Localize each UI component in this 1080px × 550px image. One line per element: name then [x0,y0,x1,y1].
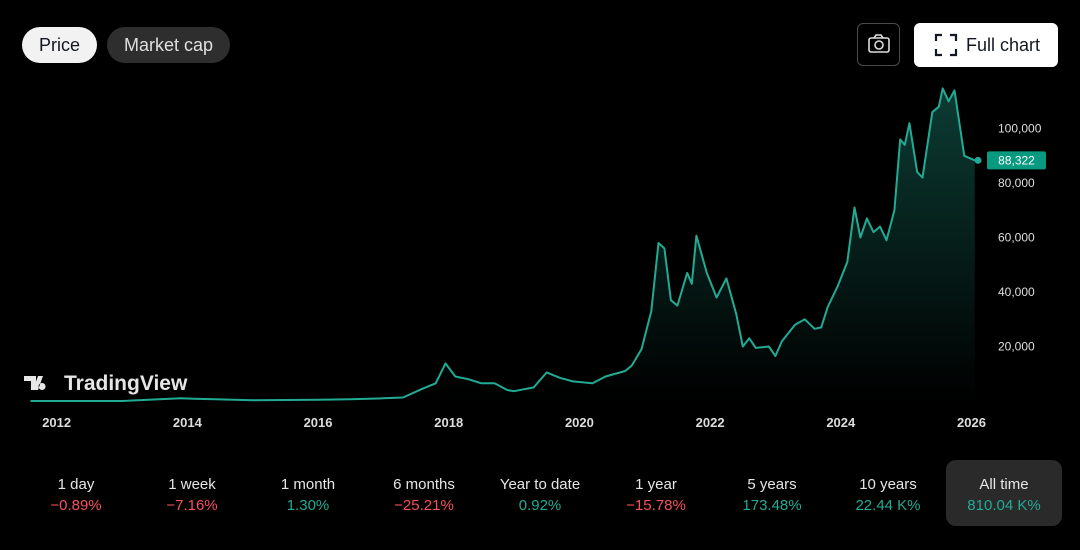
period[interactable]: All time 810.04 K% [946,460,1062,526]
period-change: 1.30% [286,497,330,514]
period[interactable]: 10 years 22.44 K% [830,460,946,526]
y-tick-label: 80,000 [998,176,1035,190]
x-tick-label: 2014 [173,415,203,430]
x-tick-label: 2024 [826,415,856,430]
period-change: 22.44 K% [855,497,921,514]
price-line [30,87,976,402]
x-tick-label: 2018 [434,415,463,430]
x-tick-label: 2012 [42,415,71,430]
period[interactable]: 1 year −15.78% [598,460,714,526]
period[interactable]: 5 years 173.48% [714,460,830,526]
period-label: 1 week [168,476,216,493]
period[interactable]: 6 months −25.21% [366,460,482,526]
screenshot-button[interactable] [857,23,900,66]
period-label: 1 month [280,476,336,493]
tab[interactable]: Market cap [107,27,231,63]
y-tick-label: 100,000 [998,122,1042,136]
full-chart-button[interactable]: Full chart [914,23,1058,67]
x-tick-label: 2016 [304,415,333,430]
period-change: −7.16% [166,497,218,514]
logo: TradingView [24,372,188,395]
expand-icon [934,33,958,57]
period-label: 10 years [859,476,917,493]
period-change: 810.04 K% [967,497,1041,514]
period-change: 173.48% [742,497,802,514]
last-point [974,156,982,164]
area-fill [30,88,975,402]
period-change: −15.78% [626,497,686,514]
button-label: Full chart [966,35,1041,55]
y-tick-label: 40,000 [998,285,1035,299]
period-label: 5 years [747,476,797,493]
tab[interactable]: Price [22,27,98,63]
period[interactable]: 1 month 1.30% [250,460,366,526]
y-tick-label: 60,000 [998,231,1035,245]
period-label: All time [979,476,1029,493]
x-tick-label: 2022 [696,415,725,430]
camera-icon [868,34,890,53]
period-label: 1 year [635,476,677,493]
period-label: 6 months [393,476,455,493]
y-tick-label: 20,000 [998,340,1035,354]
period[interactable]: 1 day −0.89% [18,460,134,526]
period[interactable]: 1 week −7.16% [134,460,250,526]
logo-text: TradingView [64,372,188,395]
period-label: 1 day [57,476,95,493]
price-tag [987,151,1046,170]
period-change: 0.92% [518,497,562,514]
x-tick-label: 2020 [565,415,594,430]
period-change: −25.21% [394,497,454,514]
price-tag-label: 88,322 [998,153,1035,167]
chart: TradingView 20,000 40,000 60,000 80,000 100,… [24,87,1046,430]
period-stats: 1 day −0.89% 1 week −7.16% 1 month 1.30% 6 mon… [18,460,1062,526]
x-tick-label: 2026 [957,415,986,430]
period-label: Year to date [499,476,581,493]
period[interactable]: Year to date 0.92% [482,460,598,526]
period-change: −0.89% [50,497,102,514]
